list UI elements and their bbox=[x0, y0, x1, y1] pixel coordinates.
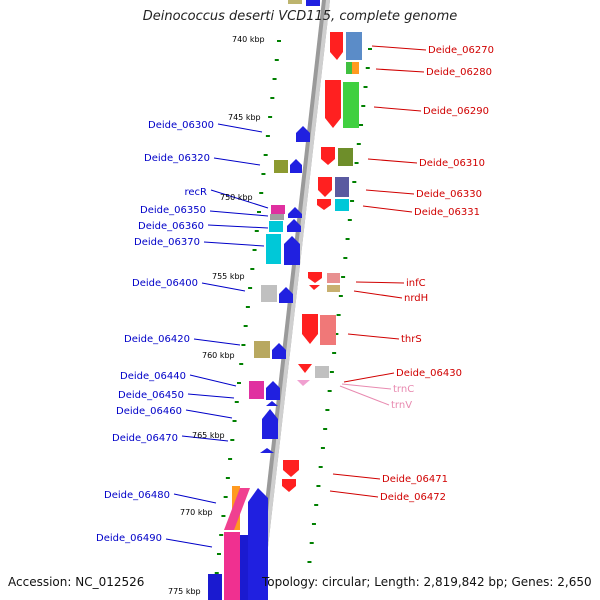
feature-top-olive bbox=[288, 0, 302, 4]
feature-deide-06440b bbox=[266, 381, 280, 400]
feature-deide-06400a bbox=[261, 285, 277, 302]
feature-trnc bbox=[297, 380, 310, 386]
right-gene-labels: Deide_06270 Deide_06280 Deide_06290 Deide_0… bbox=[380, 45, 494, 503]
gene-label-right: Deide_06270 bbox=[428, 45, 494, 56]
gene-label-left: Deide_06470 bbox=[112, 433, 178, 444]
gene-label-right: Deide_06310 bbox=[419, 158, 485, 169]
feature-deide-06430b bbox=[315, 366, 329, 378]
genome-summary-text: Topology: circular; Length: 2,819,842 bp… bbox=[262, 575, 592, 589]
feature-deide-06331b bbox=[335, 199, 349, 211]
accession-text: Accession: NC_012526 bbox=[8, 575, 145, 589]
gene-label-left: Deide_06400 bbox=[132, 278, 198, 289]
feature-deide-06470 bbox=[260, 448, 274, 453]
gene-label-right: Deide_06430 bbox=[396, 368, 462, 379]
feature-nrdh-a bbox=[309, 285, 320, 290]
feature-deide-06490a bbox=[224, 532, 240, 600]
feature-deide-06280b bbox=[352, 62, 359, 74]
feature-deide-06460 bbox=[262, 409, 278, 439]
gene-label-left: Deide_06360 bbox=[138, 221, 204, 232]
feature-deide-06420b bbox=[272, 343, 286, 359]
feature-deide-06330a bbox=[318, 177, 332, 197]
scale-dots bbox=[212, 40, 372, 593]
feature-deide-06370b bbox=[284, 236, 300, 265]
gene-label-right: trnV bbox=[391, 400, 412, 411]
gene-features bbox=[208, 0, 362, 600]
tick-label: 740 kbp bbox=[232, 35, 265, 44]
feature-deide-06420a bbox=[254, 341, 270, 358]
tick-label: 755 kbp bbox=[212, 272, 245, 281]
gene-label-left: Deide_06490 bbox=[96, 533, 162, 544]
label-connectors bbox=[165, 45, 427, 548]
feature-deide-06450 bbox=[266, 401, 278, 406]
gene-label-left: Deide_06450 bbox=[118, 390, 184, 401]
genome-title: Deinococcus deserti VCD115, complete gen… bbox=[142, 9, 458, 24]
gene-label-left: Deide_06480 bbox=[104, 490, 170, 501]
feature-deide-06310a bbox=[321, 147, 335, 165]
gene-label-right: Deide_06280 bbox=[426, 67, 492, 78]
feature-deide-06490b bbox=[240, 535, 248, 600]
feature-deide-06330b bbox=[335, 177, 349, 197]
feature-deide-06400b bbox=[279, 287, 293, 303]
tick-label: 750 kbp bbox=[220, 193, 253, 202]
gene-label-left: recR bbox=[185, 187, 208, 198]
gene-label-left: Deide_06350 bbox=[140, 205, 206, 216]
gene-label-right: Deide_06471 bbox=[382, 474, 448, 485]
feature-deide-06320a bbox=[274, 160, 288, 173]
feature-deide-06360b bbox=[287, 219, 301, 232]
feature-deide-06480c bbox=[248, 488, 268, 600]
feature-deide-06350a bbox=[270, 214, 284, 220]
feature-nrdh-b bbox=[327, 285, 340, 292]
feature-deide-06360a bbox=[269, 221, 283, 232]
feature-infc-a bbox=[308, 272, 322, 283]
feature-deide-06280a bbox=[346, 62, 352, 74]
gene-label-left: Deide_06300 bbox=[148, 120, 214, 131]
feature-deide-06290a bbox=[325, 80, 341, 128]
feature-deide-06331a bbox=[317, 199, 331, 210]
gene-label-left: Deide_06420 bbox=[124, 334, 190, 345]
gene-label-left: Deide_06440 bbox=[120, 371, 186, 382]
feature-deide-06480b bbox=[224, 488, 250, 530]
gene-label-left: Deide_06460 bbox=[116, 406, 182, 417]
feature-thrs-b bbox=[320, 315, 336, 345]
tick-label: 760 kbp bbox=[202, 351, 235, 360]
feature-deide-06471 bbox=[283, 460, 299, 477]
feature-deide-06270b bbox=[346, 32, 362, 60]
gene-label-right: nrdH bbox=[404, 293, 428, 304]
feature-deide-06430a bbox=[298, 364, 312, 373]
feature-thrs-a bbox=[302, 314, 318, 344]
gene-label-right: infC bbox=[406, 278, 426, 289]
tick-label: 765 kbp bbox=[192, 431, 225, 440]
feature-deide-06310b bbox=[338, 148, 353, 166]
feature-deide-06350b bbox=[288, 207, 302, 218]
gene-label-right: thrS bbox=[401, 334, 422, 345]
tick-label: 770 kbp bbox=[180, 508, 213, 517]
gene-label-right: Deide_06290 bbox=[423, 106, 489, 117]
feature-deide-06440a bbox=[249, 381, 264, 399]
feature-deide-06300 bbox=[296, 126, 310, 142]
feature-infc-b bbox=[327, 273, 340, 283]
feature-deide-06370a bbox=[266, 234, 281, 264]
feature-deide-06320b bbox=[290, 159, 302, 173]
scale-tick-labels: 740 kbp 745 kbp 750 kbp 755 kbp 760 kbp 765 k… bbox=[168, 35, 265, 596]
gene-label-right: Deide_06330 bbox=[416, 189, 482, 200]
feature-bottom-blue bbox=[208, 574, 222, 600]
tick-label: 745 kbp bbox=[228, 113, 261, 122]
gene-label-right: Deide_06331 bbox=[414, 207, 480, 218]
gene-label-left: Deide_06320 bbox=[144, 153, 210, 164]
feature-deide-06270 bbox=[330, 32, 343, 60]
gene-label-right: trnC bbox=[393, 384, 414, 395]
tick-label: 775 kbp bbox=[168, 587, 201, 596]
feature-recr bbox=[271, 205, 285, 214]
left-gene-labels: Deide_06300 Deide_06320 recR Deide_06350 Dei… bbox=[96, 120, 214, 544]
feature-top-blue bbox=[306, 0, 320, 6]
feature-deide-06290b bbox=[343, 82, 359, 128]
gene-label-left: Deide_06370 bbox=[134, 237, 200, 248]
gene-label-right: Deide_06472 bbox=[380, 492, 446, 503]
feature-deide-06472 bbox=[282, 479, 296, 492]
